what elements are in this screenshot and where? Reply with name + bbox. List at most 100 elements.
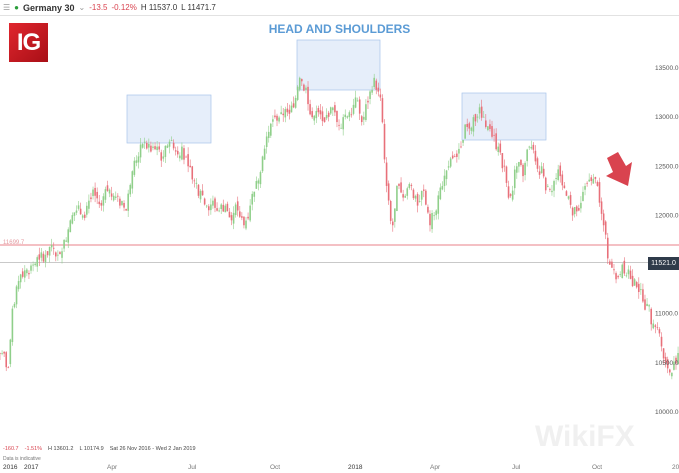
candle-body <box>226 203 229 212</box>
candle-body <box>604 221 607 235</box>
ig-logo: IG <box>9 23 48 62</box>
candle-body <box>454 156 456 158</box>
low: L 11471.7 <box>181 3 216 12</box>
candle-body <box>602 213 605 226</box>
candle-body <box>369 91 371 100</box>
candle-body <box>575 206 578 212</box>
candle-body <box>7 367 10 369</box>
candle-body <box>218 210 220 212</box>
candle-body <box>509 194 512 196</box>
candle-body <box>495 133 497 150</box>
candle-body <box>234 204 237 216</box>
candle-body <box>472 117 475 132</box>
candle-body <box>152 146 154 148</box>
y-tick-label: 10500.0 <box>655 360 679 367</box>
candle-body <box>375 80 378 90</box>
candle-body <box>11 308 14 343</box>
candle-body <box>88 200 90 209</box>
change: -13.5 <box>89 3 108 12</box>
candle-body <box>418 201 421 202</box>
instrument-name[interactable]: Germany 30 <box>23 2 75 13</box>
candle-body <box>325 114 328 119</box>
chevron-down-icon[interactable]: ⌄ <box>78 3 86 12</box>
candle-body <box>17 281 20 290</box>
x-tick-label: Jul <box>512 464 521 471</box>
candle-body <box>239 211 241 217</box>
candle-body <box>154 146 156 150</box>
candle-body <box>90 197 92 200</box>
down-arrow-icon <box>606 152 632 186</box>
candle-body <box>569 195 572 205</box>
candle-body <box>503 165 506 167</box>
candle-body <box>544 177 547 191</box>
candle-body <box>433 215 435 217</box>
candle-body <box>668 369 671 373</box>
candle-body <box>131 171 134 189</box>
candle-body <box>420 190 423 200</box>
candle-body <box>214 198 216 208</box>
candle-body <box>431 213 433 230</box>
candle-body <box>520 160 522 165</box>
x-tick-label: 2017 <box>24 464 39 471</box>
candle-body <box>261 156 264 172</box>
candle-body <box>617 276 619 278</box>
candle-body <box>425 190 427 205</box>
candle-body <box>538 171 541 175</box>
candle-body <box>584 185 586 190</box>
candle-body <box>199 190 202 200</box>
candle-body <box>129 184 132 195</box>
candle-body <box>83 214 86 218</box>
hamburger-icon[interactable]: ☰ <box>3 3 11 12</box>
candle-body <box>267 131 270 139</box>
candle-body <box>491 126 493 137</box>
candle-body <box>381 98 384 123</box>
candle-body <box>389 200 392 221</box>
candle-body <box>290 105 293 113</box>
candle-body <box>487 126 489 131</box>
candle-body <box>270 123 272 136</box>
candle-body <box>391 221 394 226</box>
candle-body <box>530 146 533 149</box>
candle-body <box>489 124 491 130</box>
candle-body <box>524 162 526 176</box>
candle-body <box>158 146 160 150</box>
candle-body <box>640 289 642 291</box>
candle-body <box>356 100 359 102</box>
current-price-tag: 11521.0 <box>648 257 679 270</box>
candle-body <box>265 136 268 148</box>
candle-body <box>404 195 406 198</box>
candle-body <box>307 86 309 105</box>
candle-body <box>652 323 655 329</box>
candle-body <box>303 84 305 91</box>
candle-body <box>230 215 233 221</box>
candle-body <box>493 134 495 136</box>
candle-body <box>59 252 61 255</box>
candle-body <box>170 140 173 141</box>
candle-body <box>542 168 545 177</box>
candle-body <box>71 215 74 224</box>
y-tick-label: 12500.0 <box>655 163 679 170</box>
candle-body <box>363 116 365 120</box>
candle-body <box>137 156 140 163</box>
candle-body <box>501 153 504 169</box>
candle-body <box>592 178 595 184</box>
candle-body <box>660 336 663 347</box>
candle-body <box>253 191 256 197</box>
candle-body <box>354 97 357 108</box>
right-shoulder-box <box>461 92 547 141</box>
candle-body <box>400 182 402 193</box>
candle-body <box>445 170 448 180</box>
candle-body <box>251 193 254 205</box>
period-low: L 10174.9 <box>79 446 104 452</box>
change-pct: -0.12% <box>111 3 137 12</box>
candle-body <box>365 104 367 121</box>
candle-body <box>474 114 477 122</box>
candle-body <box>174 150 177 152</box>
candle-body <box>344 114 347 118</box>
candle-body <box>600 201 603 214</box>
candle-body <box>553 181 555 191</box>
candle-body <box>329 107 332 114</box>
data-note: Data is indicative <box>3 456 41 462</box>
candle-body <box>108 189 111 194</box>
